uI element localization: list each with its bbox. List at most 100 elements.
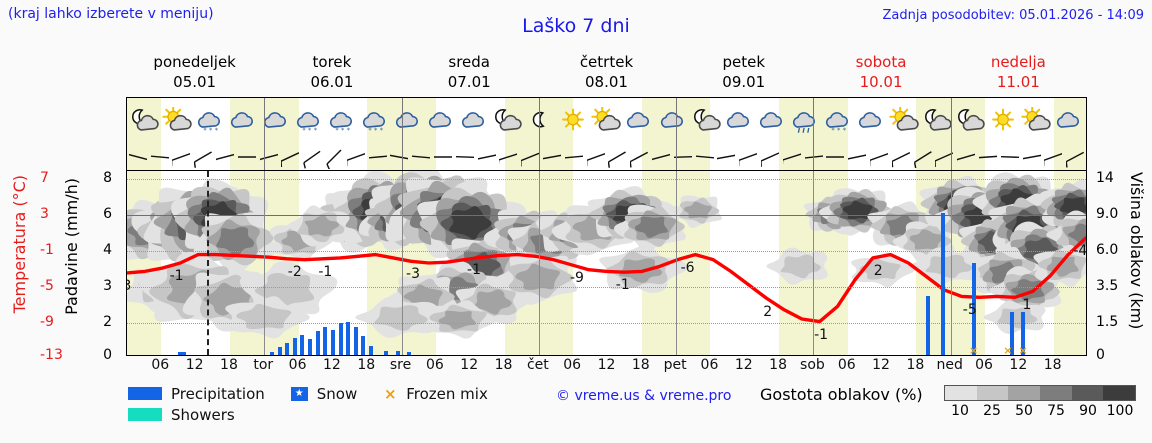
svg-text:*: * — [368, 126, 372, 133]
wind-barb — [737, 142, 759, 171]
cloud-height-tick: 9.0 — [1096, 206, 1119, 222]
weather-icon-cloud-snow: * * * — [821, 98, 854, 142]
day-header-sobota: sobota 10.01 — [812, 52, 949, 96]
precipitation-bar — [285, 342, 290, 355]
wind-barb — [519, 142, 541, 171]
legend-snow: ★ Snow — [290, 385, 357, 403]
x-tick-label: čet — [526, 357, 549, 373]
wind-barb — [280, 142, 302, 171]
wind-barb — [367, 142, 389, 171]
svg-text:*: * — [837, 126, 841, 133]
day-header-torek: torek 06.01 — [263, 52, 400, 96]
svg-text:*: * — [341, 126, 345, 133]
weather-icon-cloud-snow: * * * — [193, 98, 226, 142]
copyright-credit[interactable]: © vreme.us & vreme.pro — [556, 388, 732, 404]
wind-barb — [868, 142, 890, 171]
x-tick-label: 12 — [872, 357, 890, 373]
x-tick-label: 12 — [597, 357, 616, 373]
svg-text:*: * — [203, 126, 207, 133]
weather-icon-moon-cloud — [689, 98, 722, 142]
weather-icon-sun-cloud — [590, 98, 623, 142]
day-date: 05.01 — [173, 73, 217, 92]
precipitation-bar — [971, 262, 976, 355]
svg-text:*: * — [831, 126, 835, 133]
wind-barb — [192, 142, 214, 171]
svg-text:*: * — [374, 126, 378, 133]
weather-icon-sun — [557, 98, 590, 142]
cloud-density-scale-label: 90 — [1079, 403, 1097, 419]
wind-barb — [410, 142, 432, 171]
precipitation-tick: 2 — [103, 314, 112, 330]
precipitation-tick: 0 — [103, 347, 112, 363]
night-band — [779, 98, 848, 171]
x-tick-label: 18 — [357, 357, 376, 373]
wind-barb — [149, 142, 171, 171]
temperature-value-label: -6 — [680, 259, 695, 276]
precipitation-bar — [395, 350, 400, 355]
wind-barb-row — [127, 142, 1086, 171]
last-updated: Zadnja posodobitev: 05.01.2026 - 14:09 — [882, 8, 1144, 23]
gridline-day — [401, 171, 403, 355]
wind-barb — [650, 142, 672, 171]
precipitation-bar — [925, 296, 930, 355]
cloud-density-scale — [944, 385, 1136, 401]
x-tick-label: 18 — [220, 357, 238, 373]
gridline-day — [676, 171, 678, 355]
precipitation-axis-title: Padavine (mm/h) — [62, 178, 81, 315]
wind-barb — [171, 142, 193, 171]
day-header-row: ponedeljek 05.01 torek 06.01 sreda 07.01 četrt… — [126, 52, 1087, 96]
day-separator — [676, 98, 678, 171]
precipitation-bar — [315, 331, 320, 355]
day-header-četrtek: četrtek 08.01 — [538, 52, 675, 96]
temperature-tick: 3 — [40, 206, 49, 222]
x-tick-label: tor — [253, 357, 274, 373]
cloud-height-tick: 3.5 — [1096, 278, 1119, 294]
gridline-horizontal — [127, 179, 1086, 180]
weather-icon-moon-cloud — [954, 98, 987, 142]
wind-barb — [759, 142, 781, 171]
weather-icon-sun-cloud — [160, 98, 193, 142]
weather-icon-cloud — [425, 98, 458, 142]
temperature-value-label: -9 — [570, 269, 584, 286]
cloud-density-scale-labels: 10 25 50 75 90 100 — [944, 403, 1136, 421]
weather-icon-moon — [524, 98, 557, 142]
x-tick-label: 12 — [460, 357, 479, 373]
legend-precipitation: Precipitation — [128, 385, 265, 403]
wind-barb — [541, 142, 563, 171]
cloud-density-legend-title: Gostota oblakov (%) — [760, 385, 923, 404]
day-name: četrtek — [579, 53, 634, 71]
wind-barb — [476, 142, 498, 171]
svg-text:*: * — [214, 126, 218, 133]
gridline-horizontal — [127, 287, 1086, 288]
wind-barb — [127, 142, 149, 171]
x-tick-label: 12 — [1009, 357, 1028, 373]
cloud-density-scale-label: 10 — [951, 403, 969, 419]
cloud-density-scale-label: 25 — [983, 403, 1001, 419]
day-separator — [813, 98, 815, 171]
day-date: 07.01 — [447, 73, 491, 92]
wind-barb — [1064, 142, 1086, 171]
x-tick-label: 12 — [185, 357, 204, 373]
wind-barb — [323, 142, 345, 171]
x-tick-label: 06 — [837, 357, 856, 373]
frozen-mix-marker: × — [1003, 344, 1013, 356]
precipitation-bar — [277, 347, 282, 355]
precipitation-bar — [323, 326, 328, 355]
x-tick-label: ned — [936, 357, 963, 373]
weather-icon-cloud-snow: * * * — [325, 98, 358, 142]
wind-barb — [214, 142, 236, 171]
frozen-mix-marker: × — [1018, 344, 1028, 356]
svg-text:*: * — [347, 126, 351, 133]
weather-icon-moon-cloud — [921, 98, 954, 142]
cloud-density-scale-label: 100 — [1106, 403, 1134, 419]
temperature-value-label: -4 — [1073, 242, 1087, 259]
cloud-density-layer — [127, 171, 1086, 339]
legend-precipitation-label: Precipitation — [171, 384, 265, 403]
legend-showers-label: Showers — [171, 405, 235, 424]
temperature-value-label: -3 — [406, 266, 420, 283]
precipitation-tick: 8 — [103, 170, 112, 186]
x-tick-label: 12 — [734, 357, 753, 373]
svg-text:*: * — [209, 126, 213, 133]
wind-barb — [912, 142, 934, 171]
weather-icon-panel: * * * * * * * * * * * * * * * — [126, 97, 1087, 171]
